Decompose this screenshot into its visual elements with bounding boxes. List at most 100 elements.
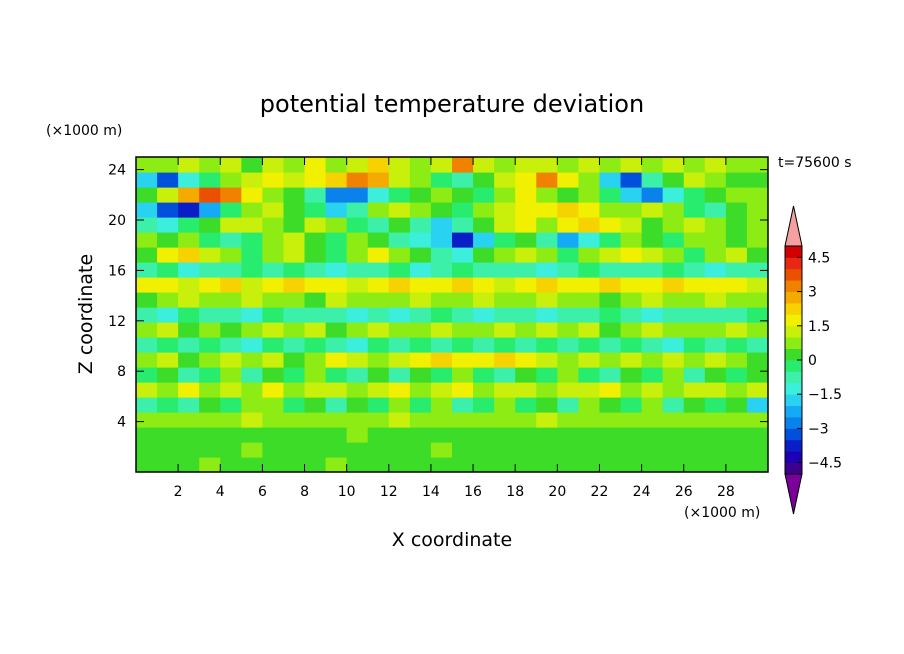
- heatmap-cell: [515, 307, 537, 323]
- heatmap-cell: [578, 412, 601, 428]
- y-tick-label: 4: [117, 415, 126, 431]
- heatmap-cell: [430, 172, 453, 188]
- heatmap-cell: [662, 352, 685, 368]
- heatmap-cell: [430, 412, 453, 428]
- heatmap-cell: [641, 202, 664, 218]
- heatmap-cell: [662, 322, 685, 338]
- heatmap-cell: [178, 382, 200, 398]
- heatmap-cell: [430, 397, 453, 413]
- heatmap-cell: [157, 307, 179, 323]
- heatmap-cell: [536, 217, 558, 233]
- colorbar-segment: [785, 405, 802, 418]
- x-tick-label: 10: [338, 484, 356, 500]
- heatmap-cell: [683, 457, 706, 472]
- heatmap-cell: [515, 427, 537, 443]
- heatmap-cell: [220, 457, 242, 472]
- heatmap-cell: [136, 337, 158, 353]
- heatmap-cell: [430, 277, 453, 293]
- y-axis-ticks: 4 8 12 16 20 24: [108, 163, 768, 431]
- heatmap-cell: [494, 217, 516, 233]
- heatmap-cell: [725, 262, 748, 278]
- heatmap-cell: [241, 202, 263, 218]
- heatmap-cell: [367, 382, 390, 398]
- heatmap-cell: [473, 292, 495, 308]
- heatmap-cell: [157, 382, 179, 398]
- heatmap-cell: [220, 232, 242, 248]
- heatmap-cell: [557, 277, 579, 293]
- heatmap-cell: [304, 232, 327, 248]
- x-tick-label: 22: [591, 484, 609, 500]
- heatmap-cell: [409, 172, 432, 188]
- heatmap-cell: [473, 217, 495, 233]
- heatmap-cell: [641, 457, 664, 472]
- heatmap-cell: [430, 247, 453, 263]
- heatmap-cell: [136, 382, 158, 398]
- heatmap-cell: [620, 292, 643, 308]
- heatmap-cell: [725, 172, 748, 188]
- heatmap-cell: [557, 457, 579, 472]
- colorbar-segment: [785, 439, 802, 452]
- heatmap-cell: [367, 172, 390, 188]
- heatmap-cell: [704, 217, 727, 233]
- heatmap-cell: [620, 307, 643, 323]
- heatmap-cell: [220, 427, 242, 443]
- heatmap-cell: [136, 352, 158, 368]
- heatmap-cell: [157, 277, 179, 293]
- heatmap-cell: [367, 187, 390, 203]
- heatmap-cell: [683, 412, 706, 428]
- heatmap-cell: [409, 427, 432, 443]
- heatmap-cell: [325, 187, 348, 203]
- heatmap-cell: [473, 397, 495, 413]
- heatmap-cell: [283, 337, 306, 353]
- heatmap-cell: [746, 202, 768, 218]
- heatmap-cell: [704, 307, 727, 323]
- heatmap-cell: [620, 217, 643, 233]
- heatmap-cell: [536, 442, 558, 458]
- heatmap-cell: [536, 367, 558, 383]
- heatmap-cell: [473, 247, 495, 263]
- colorbar-segment: [785, 371, 802, 384]
- heatmap-cell: [473, 187, 495, 203]
- heatmap-cell: [262, 457, 285, 472]
- heatmap-cell: [241, 172, 263, 188]
- heatmap-cell: [494, 277, 516, 293]
- heatmap-cell: [494, 337, 516, 353]
- colorbar-segment: [785, 257, 802, 270]
- heatmap-cell: [262, 442, 285, 458]
- heatmap-cell: [641, 187, 664, 203]
- heatmap-cell: [683, 292, 706, 308]
- colorbar-tick-label: 3: [808, 285, 817, 301]
- heatmap-cell: [452, 352, 474, 368]
- heatmap-cell: [515, 397, 537, 413]
- heatmap-cell: [409, 457, 432, 472]
- heatmap-cell: [199, 367, 221, 383]
- heatmap-cell: [262, 247, 285, 263]
- heatmap-cell: [136, 412, 158, 428]
- heatmap-cell: [641, 367, 664, 383]
- heatmap-cell: [452, 397, 474, 413]
- heatmap-cell: [409, 247, 432, 263]
- heatmap-cell: [325, 157, 348, 173]
- heatmap-cell: [704, 277, 727, 293]
- heatmap-cell: [283, 292, 306, 308]
- heatmap-cell: [388, 262, 411, 278]
- heatmap-cell: [220, 322, 242, 338]
- heatmap-cell: [199, 412, 221, 428]
- heatmap-cell: [662, 217, 685, 233]
- heatmap-cell: [599, 457, 622, 472]
- heatmap-cell: [662, 157, 685, 173]
- heatmap-cell: [388, 172, 411, 188]
- heatmap-cell: [346, 367, 369, 383]
- x-tick-label: 20: [548, 484, 566, 500]
- heatmap-cell: [199, 232, 221, 248]
- heatmap-cell: [536, 397, 558, 413]
- heatmap-cell: [725, 247, 748, 263]
- heatmap-cell: [494, 232, 516, 248]
- heatmap-cell: [241, 382, 263, 398]
- heatmap-cell: [683, 202, 706, 218]
- heatmap-cell: [725, 307, 748, 323]
- heatmap-cell: [346, 322, 369, 338]
- heatmap-cell: [599, 382, 622, 398]
- heatmap-cell: [515, 382, 537, 398]
